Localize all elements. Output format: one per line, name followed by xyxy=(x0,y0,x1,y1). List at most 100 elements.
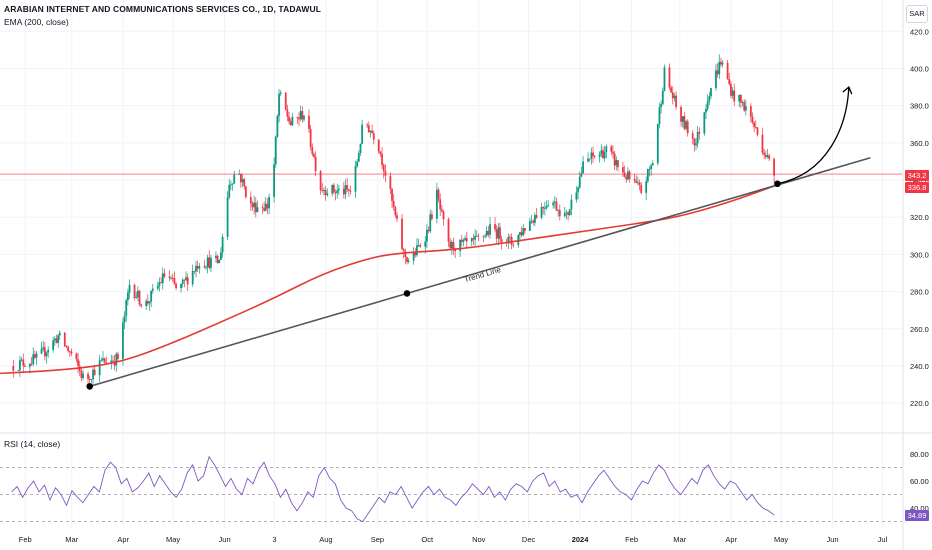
candle-body[interactable] xyxy=(93,369,96,376)
candle-body[interactable] xyxy=(484,235,486,237)
candle-body[interactable] xyxy=(730,83,732,96)
candle-body[interactable] xyxy=(447,219,450,242)
candle-body[interactable] xyxy=(288,116,290,122)
candle-body[interactable] xyxy=(419,244,422,247)
candle-body[interactable] xyxy=(251,203,254,208)
candle-body[interactable] xyxy=(381,154,383,165)
candle-body[interactable] xyxy=(391,188,393,201)
candle-body[interactable] xyxy=(459,239,462,252)
candle-body[interactable] xyxy=(685,121,687,129)
candle-body[interactable] xyxy=(128,284,131,293)
candle-body[interactable] xyxy=(20,359,23,361)
candle-body[interactable] xyxy=(193,270,196,272)
candle-body[interactable] xyxy=(394,207,397,216)
candle-body[interactable] xyxy=(738,94,741,102)
candle-body[interactable] xyxy=(253,202,256,208)
candle-body[interactable] xyxy=(367,125,370,133)
candle-body[interactable] xyxy=(485,230,488,236)
candle-body[interactable] xyxy=(12,365,15,371)
candle-body[interactable] xyxy=(77,359,79,367)
candle-body[interactable] xyxy=(185,277,187,280)
candle-body[interactable] xyxy=(744,106,747,111)
candle-body[interactable] xyxy=(273,164,275,197)
candle-body[interactable] xyxy=(728,78,731,84)
candle-body[interactable] xyxy=(346,185,349,190)
candle-body[interactable] xyxy=(291,116,294,126)
candle-body[interactable] xyxy=(284,92,287,110)
candle-body[interactable] xyxy=(228,184,231,198)
candle-body[interactable] xyxy=(323,189,325,191)
candle-body[interactable] xyxy=(638,182,641,185)
candle-body[interactable] xyxy=(336,190,339,194)
candle-body[interactable] xyxy=(324,189,327,196)
candle-body[interactable] xyxy=(337,188,340,191)
candle-body[interactable] xyxy=(412,251,415,261)
candle-body[interactable] xyxy=(244,186,247,198)
candle-body[interactable] xyxy=(756,127,759,135)
candle-body[interactable] xyxy=(650,165,653,170)
candle-body[interactable] xyxy=(256,207,259,213)
candle-body[interactable] xyxy=(465,238,468,242)
candle-body[interactable] xyxy=(449,241,452,249)
candle-body[interactable] xyxy=(424,241,427,247)
candle-body[interactable] xyxy=(696,131,699,144)
candle-body[interactable] xyxy=(673,95,676,99)
candle-body[interactable] xyxy=(102,358,104,360)
candle-body[interactable] xyxy=(226,197,229,237)
candle-body[interactable] xyxy=(195,265,197,272)
candle-body[interactable] xyxy=(366,124,369,126)
candle-body[interactable] xyxy=(602,150,604,159)
candle-body[interactable] xyxy=(377,139,380,152)
candle-body[interactable] xyxy=(279,92,282,94)
candle-body[interactable] xyxy=(578,176,581,188)
candle-body[interactable] xyxy=(136,290,139,298)
currency-button[interactable]: SAR xyxy=(906,5,928,23)
candle-body[interactable] xyxy=(29,363,31,367)
candle-body[interactable] xyxy=(640,184,643,193)
candle-body[interactable] xyxy=(407,260,410,262)
candle-body[interactable] xyxy=(171,277,174,279)
price-axis[interactable]: 220.0240.0260.0280.0300.0320.0340.0360.0… xyxy=(910,27,929,408)
candle-body[interactable] xyxy=(494,224,496,230)
candle-body[interactable] xyxy=(239,173,242,183)
candle-body[interactable] xyxy=(658,107,661,124)
candle-body[interactable] xyxy=(439,199,442,210)
candle-body[interactable] xyxy=(180,283,182,289)
candle-body[interactable] xyxy=(660,104,663,108)
candle-body[interactable] xyxy=(215,255,217,258)
candle-body[interactable] xyxy=(203,266,206,268)
candle-body[interactable] xyxy=(627,171,629,180)
candle-body[interactable] xyxy=(392,200,395,208)
candle-body[interactable] xyxy=(426,229,428,242)
candlestick-series[interactable] xyxy=(12,54,775,386)
candle-body[interactable] xyxy=(55,338,58,343)
candle-body[interactable] xyxy=(489,224,491,235)
candle-body[interactable] xyxy=(379,151,382,155)
candle-body[interactable] xyxy=(741,102,744,103)
candle-body[interactable] xyxy=(254,202,257,213)
candle-body[interactable] xyxy=(710,88,712,97)
candle-body[interactable] xyxy=(160,282,163,284)
candle-body[interactable] xyxy=(221,236,224,253)
candle-body[interactable] xyxy=(622,167,624,173)
candle-body[interactable] xyxy=(530,220,533,222)
candle-body[interactable] xyxy=(359,143,362,154)
candle-body[interactable] xyxy=(557,210,560,212)
candle-body[interactable] xyxy=(610,146,613,152)
candle-body[interactable] xyxy=(592,152,594,156)
candle-body[interactable] xyxy=(146,300,149,304)
candle-body[interactable] xyxy=(751,116,754,123)
candle-body[interactable] xyxy=(721,62,724,65)
candle-body[interactable] xyxy=(87,373,89,379)
candle-body[interactable] xyxy=(768,155,771,159)
candle-body[interactable] xyxy=(57,335,60,343)
candle-body[interactable] xyxy=(547,205,550,207)
candle-body[interactable] xyxy=(477,235,480,237)
candle-body[interactable] xyxy=(598,154,601,157)
candle-body[interactable] xyxy=(208,257,211,268)
candle-body[interactable] xyxy=(507,236,510,244)
candle-body[interactable] xyxy=(563,212,566,217)
candle-body[interactable] xyxy=(661,90,664,105)
candle-body[interactable] xyxy=(332,184,335,193)
candle-body[interactable] xyxy=(298,117,300,120)
